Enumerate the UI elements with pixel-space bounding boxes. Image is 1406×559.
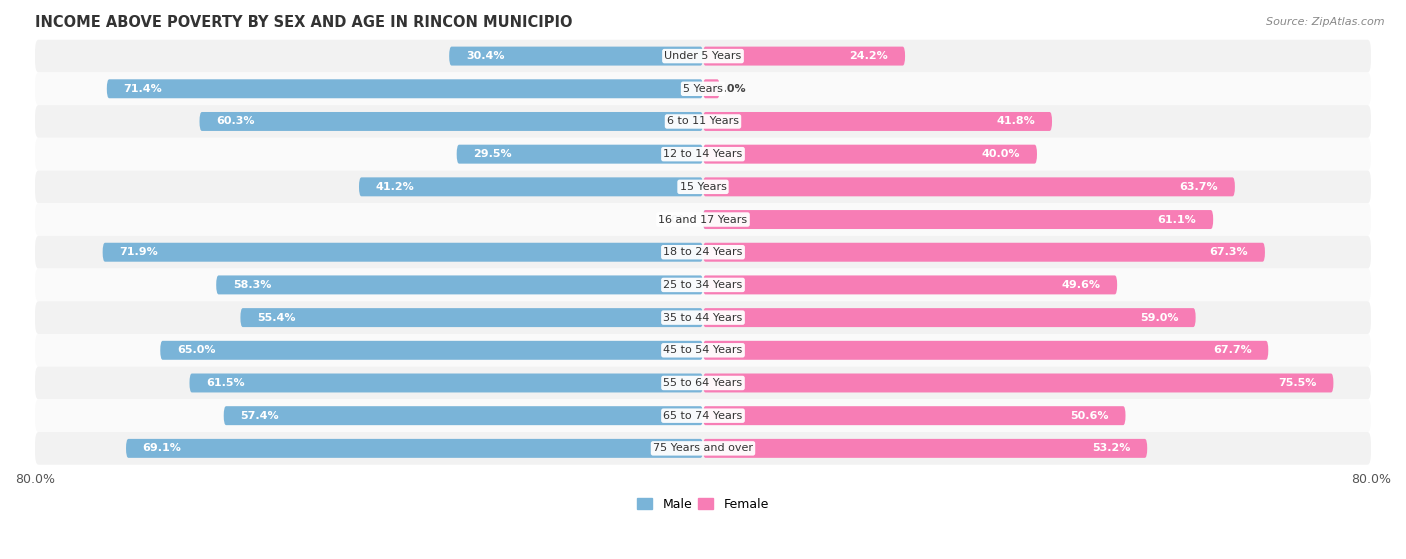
Text: 61.1%: 61.1% — [1157, 215, 1197, 225]
Text: 63.7%: 63.7% — [1180, 182, 1218, 192]
Text: 41.8%: 41.8% — [997, 116, 1035, 126]
Text: 24.2%: 24.2% — [849, 51, 889, 61]
Text: 29.5%: 29.5% — [474, 149, 512, 159]
Text: 45 to 54 Years: 45 to 54 Years — [664, 345, 742, 356]
FancyBboxPatch shape — [703, 177, 1234, 196]
FancyBboxPatch shape — [703, 439, 1147, 458]
FancyBboxPatch shape — [103, 243, 703, 262]
FancyBboxPatch shape — [359, 177, 703, 196]
FancyBboxPatch shape — [35, 236, 1371, 268]
FancyBboxPatch shape — [703, 308, 1195, 327]
FancyBboxPatch shape — [703, 210, 720, 229]
Text: Source: ZipAtlas.com: Source: ZipAtlas.com — [1267, 17, 1385, 27]
FancyBboxPatch shape — [35, 334, 1371, 367]
Text: 5 Years: 5 Years — [683, 84, 723, 94]
FancyBboxPatch shape — [160, 341, 703, 360]
Text: 53.2%: 53.2% — [1092, 443, 1130, 453]
FancyBboxPatch shape — [107, 79, 703, 98]
FancyBboxPatch shape — [35, 73, 1371, 105]
Text: 15 Years: 15 Years — [679, 182, 727, 192]
Text: 6 to 11 Years: 6 to 11 Years — [666, 116, 740, 126]
Text: 67.3%: 67.3% — [1209, 247, 1249, 257]
Legend: Male, Female: Male, Female — [633, 493, 773, 516]
FancyBboxPatch shape — [35, 268, 1371, 301]
FancyBboxPatch shape — [190, 373, 703, 392]
FancyBboxPatch shape — [240, 308, 703, 327]
FancyBboxPatch shape — [35, 432, 1371, 465]
FancyBboxPatch shape — [703, 79, 720, 98]
FancyBboxPatch shape — [35, 301, 1371, 334]
FancyBboxPatch shape — [35, 367, 1371, 399]
Text: 55 to 64 Years: 55 to 64 Years — [664, 378, 742, 388]
Text: 16 and 17 Years: 16 and 17 Years — [658, 215, 748, 225]
Text: 55.4%: 55.4% — [257, 312, 295, 323]
Text: 75 Years and over: 75 Years and over — [652, 443, 754, 453]
Text: 59.0%: 59.0% — [1140, 312, 1180, 323]
Text: INCOME ABOVE POVERTY BY SEX AND AGE IN RINCON MUNICIPIO: INCOME ABOVE POVERTY BY SEX AND AGE IN R… — [35, 15, 572, 30]
Text: 49.6%: 49.6% — [1062, 280, 1101, 290]
FancyBboxPatch shape — [35, 105, 1371, 138]
FancyBboxPatch shape — [200, 112, 703, 131]
FancyBboxPatch shape — [35, 399, 1371, 432]
FancyBboxPatch shape — [224, 406, 703, 425]
Text: 75.5%: 75.5% — [1278, 378, 1317, 388]
FancyBboxPatch shape — [457, 145, 703, 164]
FancyBboxPatch shape — [35, 170, 1371, 203]
Text: 41.2%: 41.2% — [375, 182, 415, 192]
FancyBboxPatch shape — [703, 373, 1333, 392]
FancyBboxPatch shape — [703, 112, 1052, 131]
FancyBboxPatch shape — [703, 341, 1268, 360]
Text: 0.0%: 0.0% — [659, 215, 690, 225]
Text: 71.9%: 71.9% — [120, 247, 157, 257]
FancyBboxPatch shape — [35, 40, 1371, 73]
Text: 61.5%: 61.5% — [207, 378, 245, 388]
FancyBboxPatch shape — [703, 210, 1213, 229]
FancyBboxPatch shape — [703, 145, 1038, 164]
FancyBboxPatch shape — [127, 439, 703, 458]
Text: 71.4%: 71.4% — [124, 84, 162, 94]
FancyBboxPatch shape — [703, 276, 1118, 295]
Text: 65 to 74 Years: 65 to 74 Years — [664, 411, 742, 421]
FancyBboxPatch shape — [703, 406, 1126, 425]
Text: 0.0%: 0.0% — [716, 84, 747, 94]
Text: 35 to 44 Years: 35 to 44 Years — [664, 312, 742, 323]
FancyBboxPatch shape — [703, 46, 905, 65]
Text: 58.3%: 58.3% — [233, 280, 271, 290]
Text: 60.3%: 60.3% — [217, 116, 254, 126]
Text: 50.6%: 50.6% — [1070, 411, 1109, 421]
FancyBboxPatch shape — [35, 138, 1371, 170]
Text: 40.0%: 40.0% — [981, 149, 1021, 159]
Text: 57.4%: 57.4% — [240, 411, 278, 421]
Text: 25 to 34 Years: 25 to 34 Years — [664, 280, 742, 290]
FancyBboxPatch shape — [35, 203, 1371, 236]
Text: Under 5 Years: Under 5 Years — [665, 51, 741, 61]
Text: 69.1%: 69.1% — [143, 443, 181, 453]
Text: 12 to 14 Years: 12 to 14 Years — [664, 149, 742, 159]
Text: 67.7%: 67.7% — [1213, 345, 1251, 356]
FancyBboxPatch shape — [703, 243, 1265, 262]
FancyBboxPatch shape — [449, 46, 703, 65]
FancyBboxPatch shape — [217, 276, 703, 295]
Text: 65.0%: 65.0% — [177, 345, 215, 356]
Text: 18 to 24 Years: 18 to 24 Years — [664, 247, 742, 257]
Text: 30.4%: 30.4% — [465, 51, 505, 61]
